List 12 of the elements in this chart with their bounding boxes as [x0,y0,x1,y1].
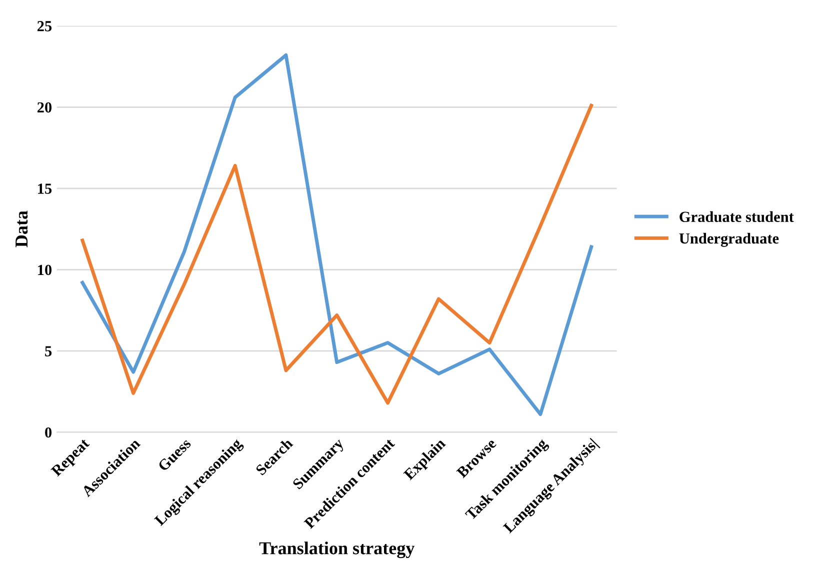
y-tick-label: 15 [38,184,52,194]
y-tick-label: 20 [37,102,52,113]
legend-label: Graduate student [680,211,794,222]
x-axis-title: Translation strategy [259,542,415,558]
legend-label: Undergraduate [679,232,779,247]
line-series [80,104,594,405]
y-axis-title: Data [16,210,28,248]
y-tick-label: 10 [38,264,52,276]
y-tick-label: 0 [45,427,52,438]
line-series [80,53,594,416]
y-tick-label: 25 [37,21,52,32]
y-tick-label: 5 [45,346,52,356]
